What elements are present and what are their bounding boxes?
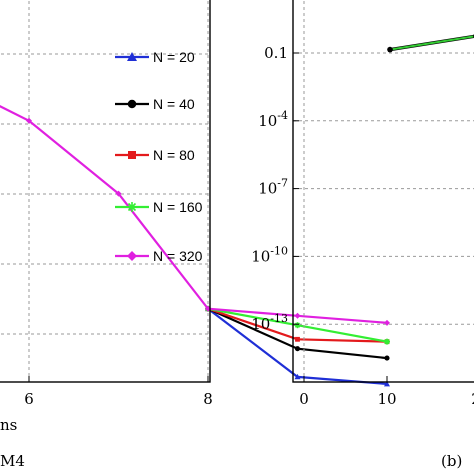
legend-item: N = 40	[115, 96, 195, 112]
triangle-marker	[294, 373, 301, 380]
diamond-marker	[384, 319, 390, 326]
star-marker	[384, 338, 390, 345]
circle-marker	[127, 99, 137, 109]
left-plot-panel: 6 8 10 N = 20 N = 40 N = 80 N = 160 N = 320 ns…	[0, 0, 397, 470]
square-marker	[128, 151, 136, 159]
y-tick-label: 10-10	[251, 244, 288, 265]
y-tick-label: 10-4	[258, 109, 288, 130]
legend-label: N = 80	[153, 147, 195, 163]
star-marker-stroke	[127, 202, 137, 212]
x-tick-label: 2	[471, 390, 474, 408]
legend: N = 20 N = 40 N = 80 N = 160 N = 320	[115, 49, 203, 264]
triangle-marker	[384, 380, 390, 387]
legend-item: N = 160	[115, 199, 203, 215]
y-tick-label: 10-7	[258, 177, 288, 198]
y-tick-base: 10	[258, 180, 277, 198]
series-line	[0, 105, 388, 324]
diamond-marker	[115, 190, 122, 197]
y-tick-label: 0.1	[264, 44, 288, 62]
y-tick-exponent: -7	[277, 177, 288, 190]
legend-label: N = 160	[153, 199, 203, 215]
square-marker	[295, 336, 300, 342]
caption-right: (b)	[441, 452, 462, 470]
legend-label: N = 320	[153, 248, 203, 264]
y-tick-base: 10	[251, 247, 270, 265]
y-tick-base: 10	[251, 315, 270, 333]
legend-label: N = 20	[153, 49, 195, 65]
left-plot-frame	[0, 0, 211, 383]
series-line	[389, 35, 474, 51]
x-axis-label-fragment: ns	[0, 416, 17, 434]
y-tick-base: 10	[258, 112, 277, 130]
triangle-marker	[127, 52, 137, 61]
caption-left-fragment: M4	[0, 452, 25, 470]
circle-marker	[294, 346, 301, 352]
y-tick-exponent: -10	[270, 244, 288, 257]
legend-item: N = 80	[115, 147, 195, 163]
series-right	[387, 34, 474, 53]
circle-marker	[384, 355, 390, 361]
diamond-marker	[294, 312, 301, 319]
star-marker-stroke	[384, 338, 390, 345]
y-tick-exponent: -13	[270, 312, 288, 325]
circle-marker	[387, 46, 393, 53]
diamond-marker	[127, 251, 137, 261]
x-tick-label: 10	[377, 390, 396, 408]
legend-item: N = 320	[115, 248, 203, 264]
star-marker	[294, 322, 301, 329]
x-tick-label: 0	[299, 390, 309, 408]
x-tick-label: 6	[24, 390, 34, 408]
y-tick-base: 0.1	[264, 44, 288, 62]
diamond-marker	[26, 117, 32, 124]
legend-label: N = 40	[153, 96, 195, 112]
legend-item: N = 20	[115, 49, 195, 65]
star-marker	[127, 202, 137, 212]
y-tick-label: 10-13	[251, 312, 288, 333]
x-tick-label: 8	[203, 390, 213, 408]
series-n320	[0, 105, 390, 326]
y-tick-exponent: -4	[277, 109, 288, 122]
